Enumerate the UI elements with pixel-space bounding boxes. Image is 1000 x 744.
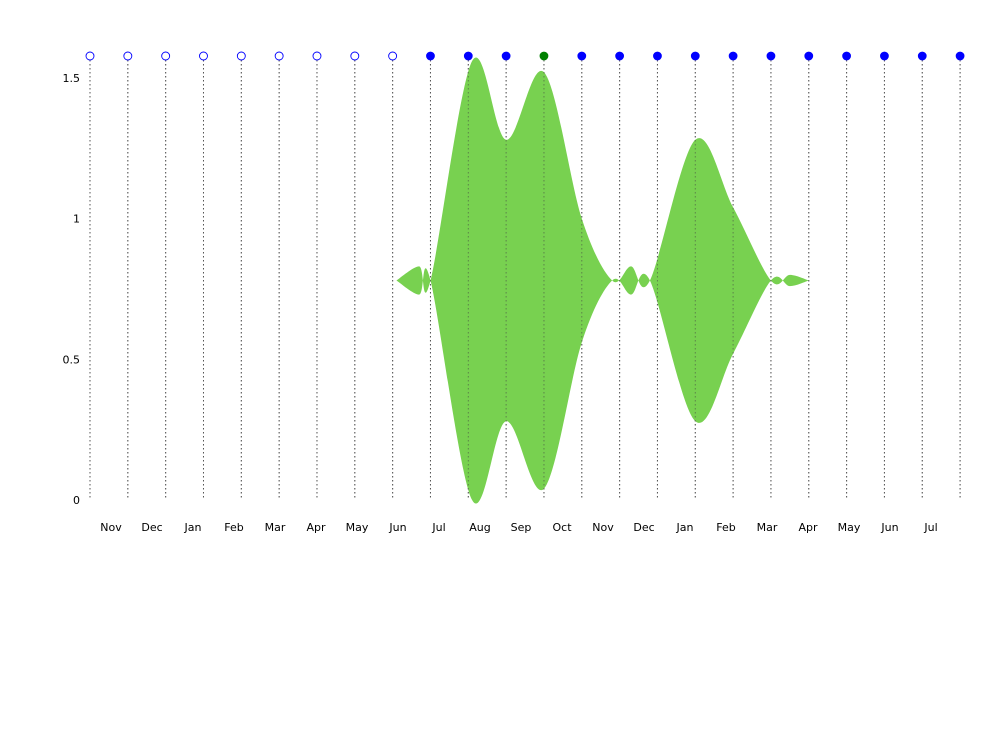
x-tick-label: Nov <box>592 521 614 534</box>
x-tick-label: Dec <box>633 521 654 534</box>
marker-filled <box>501 51 511 61</box>
marker-filled <box>463 51 473 61</box>
x-tick-label: Apr <box>798 521 818 534</box>
marker-filled <box>766 51 776 61</box>
x-tick-label: May <box>838 521 861 534</box>
x-tick-label: Sep <box>511 521 532 534</box>
marker-empty <box>199 51 208 61</box>
x-tick-label: Jun <box>880 521 898 534</box>
marker-filled <box>577 51 587 61</box>
x-tick-label: Apr <box>306 521 326 534</box>
marker-filled <box>880 51 889 61</box>
x-tick-label: Oct <box>552 521 572 534</box>
y-axis-ticks: 0 0.5 1 1.5 <box>63 72 81 507</box>
x-tick-label: Mar <box>757 521 778 534</box>
marker-filled <box>690 51 700 61</box>
marker-empty <box>388 51 398 61</box>
marker-filled <box>804 51 814 61</box>
marker-filled <box>955 51 965 61</box>
marker-filled <box>917 51 927 61</box>
x-tick-label: Nov <box>100 521 122 534</box>
x-tick-label: Jan <box>184 521 202 534</box>
area-shape <box>396 57 809 504</box>
marker-empty <box>123 51 133 61</box>
y-tick-label: 0.5 <box>63 353 81 366</box>
marker-filled <box>615 51 625 61</box>
marker-row <box>85 51 965 61</box>
x-tick-label: Jul <box>923 521 937 534</box>
y-tick-label: 0 <box>73 494 80 507</box>
x-tick-label: Jul <box>431 521 445 534</box>
area-band <box>89 57 961 504</box>
x-tick-label: Jun <box>388 521 406 534</box>
marker-filled <box>728 51 738 61</box>
marker-empty <box>274 51 284 61</box>
marker-filled <box>426 51 435 61</box>
x-tick-label: Feb <box>224 521 243 534</box>
marker-empty <box>161 51 171 61</box>
marker-highlight <box>539 51 549 61</box>
marker-empty <box>85 51 95 61</box>
marker-filled <box>842 51 851 61</box>
x-tick-label: May <box>346 521 369 534</box>
marker-empty <box>350 51 360 61</box>
marker-filled <box>653 51 662 61</box>
x-axis-ticks: Nov Dec Jan Feb Mar Apr May Jun Jul Aug Sep Oct Nov D… <box>100 521 937 534</box>
x-tick-label: Feb <box>716 521 735 534</box>
marker-empty <box>312 51 322 61</box>
marker-empty <box>236 51 246 61</box>
y-tick-label: 1.5 <box>63 72 81 85</box>
x-tick-label: Aug <box>469 521 490 534</box>
x-tick-label: Dec <box>141 521 162 534</box>
x-tick-label: Jan <box>676 521 694 534</box>
x-tick-label: Mar <box>265 521 286 534</box>
y-tick-label: 1 <box>73 213 80 226</box>
